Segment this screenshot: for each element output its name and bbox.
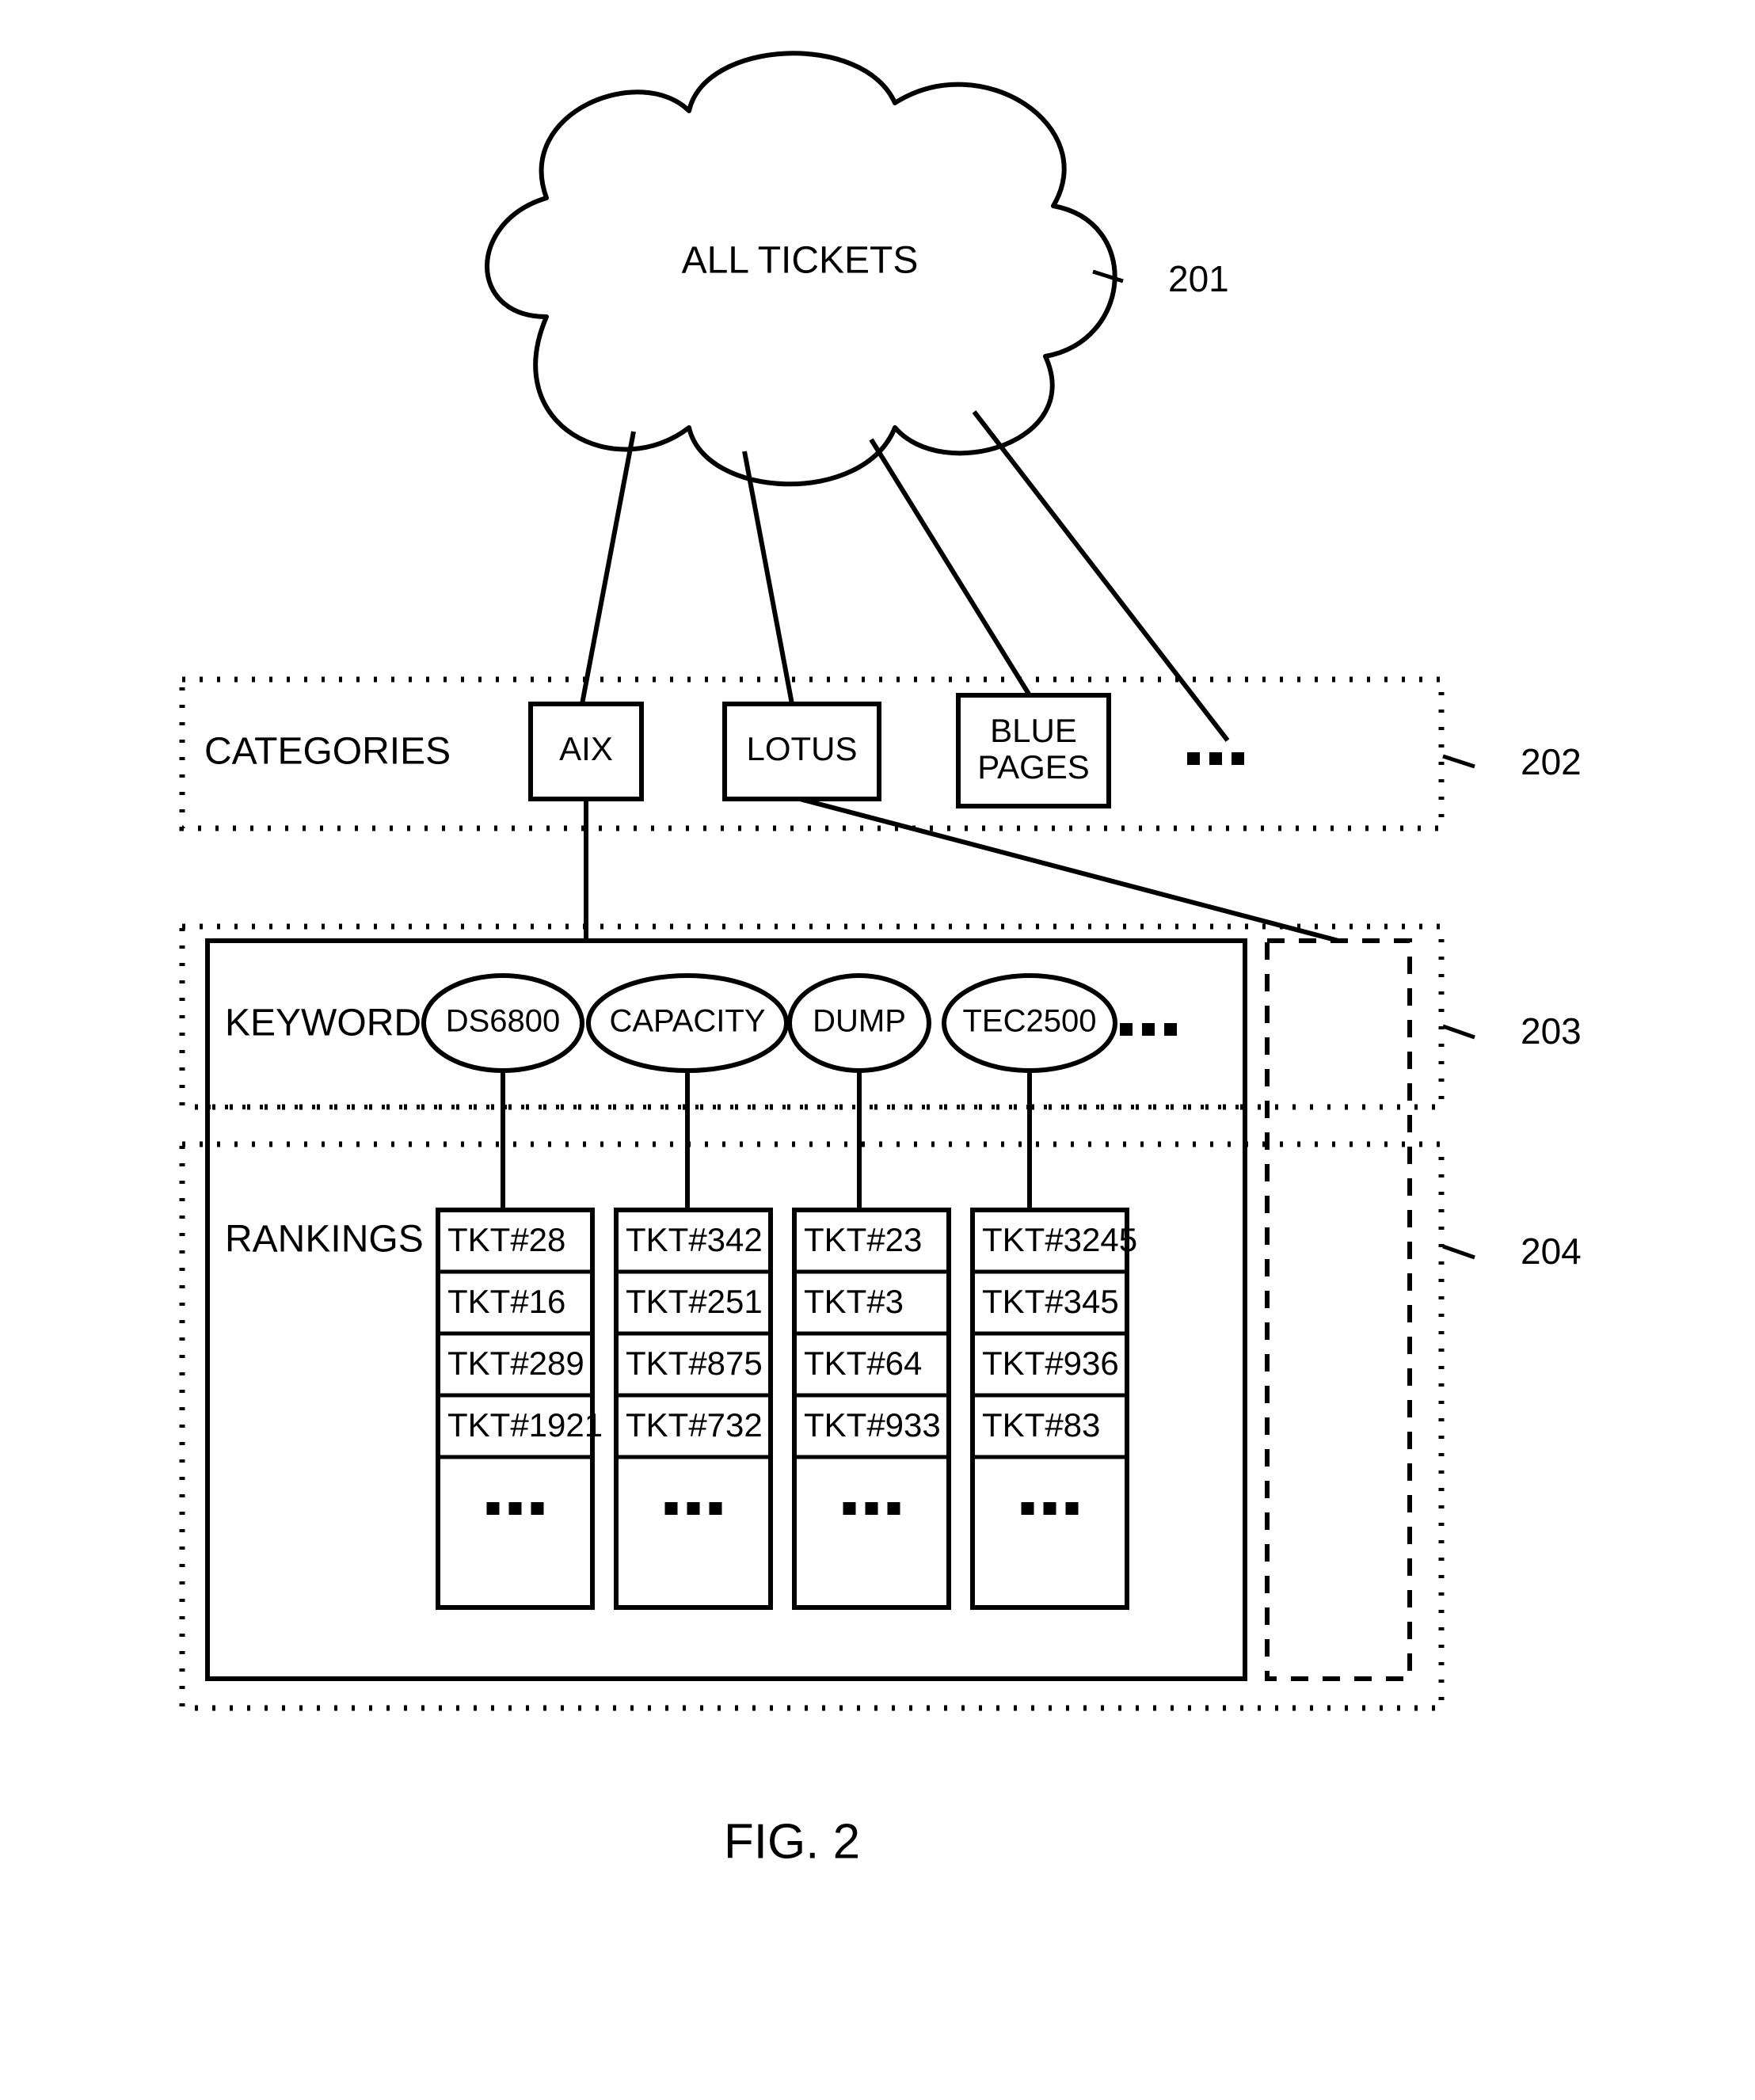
- ranking-cell: TKT#83: [982, 1406, 1100, 1444]
- ellipsis: [487, 1502, 544, 1515]
- category-text: BLUE: [990, 712, 1077, 749]
- ranking-cell: TKT#23: [804, 1221, 922, 1258]
- ranking-cell: TKT#64: [804, 1345, 922, 1382]
- ranking-cell: TKT#251: [626, 1283, 763, 1320]
- category-text: AIX: [559, 730, 613, 767]
- extra-panel: [1267, 941, 1410, 1679]
- ellipsis: [1120, 1023, 1177, 1036]
- categories-label: CATEGORIES: [204, 731, 451, 773]
- ranking-cell: TKT#289: [447, 1345, 584, 1382]
- figure-label: FIG. 2: [724, 1814, 860, 1869]
- ranking-cell: TKT#342: [626, 1221, 763, 1258]
- ref-203: 203: [1521, 1010, 1582, 1052]
- ranking-cell: TKT#345: [982, 1283, 1119, 1320]
- ranking-cell: TKT#936: [982, 1345, 1119, 1382]
- ellipsis: [843, 1502, 900, 1515]
- keyword-text: TEC2500: [963, 1004, 1097, 1039]
- category-text: PAGES: [977, 748, 1090, 786]
- keywords-label: KEYWORDS: [225, 1002, 447, 1044]
- ranking-cell: TKT#933: [804, 1406, 941, 1444]
- ref-202: 202: [1521, 741, 1582, 782]
- ellipsis: [1022, 1502, 1079, 1515]
- ranking-cell: TKT#1921: [447, 1406, 603, 1444]
- ellipsis: [665, 1502, 722, 1515]
- keyword-text: DUMP: [813, 1004, 906, 1039]
- ranking-cell: TKT#3245: [982, 1221, 1137, 1258]
- ranking-cell: TKT#3: [804, 1283, 904, 1320]
- ranking-cell: TKT#875: [626, 1345, 763, 1382]
- ellipsis: [1187, 752, 1244, 765]
- rankings-label: RANKINGS: [225, 1219, 424, 1261]
- ref-201: 201: [1168, 258, 1229, 299]
- ref-204: 204: [1521, 1231, 1582, 1272]
- ranking-cell: TKT#16: [447, 1283, 565, 1320]
- cloud-label: ALL TICKETS: [682, 240, 919, 282]
- ranking-cell: TKT#732: [626, 1406, 763, 1444]
- ranking-cell: TKT#28: [447, 1221, 565, 1258]
- keyword-text: CAPACITY: [609, 1004, 765, 1039]
- keyword-text: DS6800: [446, 1004, 561, 1039]
- category-text: LOTUS: [746, 730, 857, 767]
